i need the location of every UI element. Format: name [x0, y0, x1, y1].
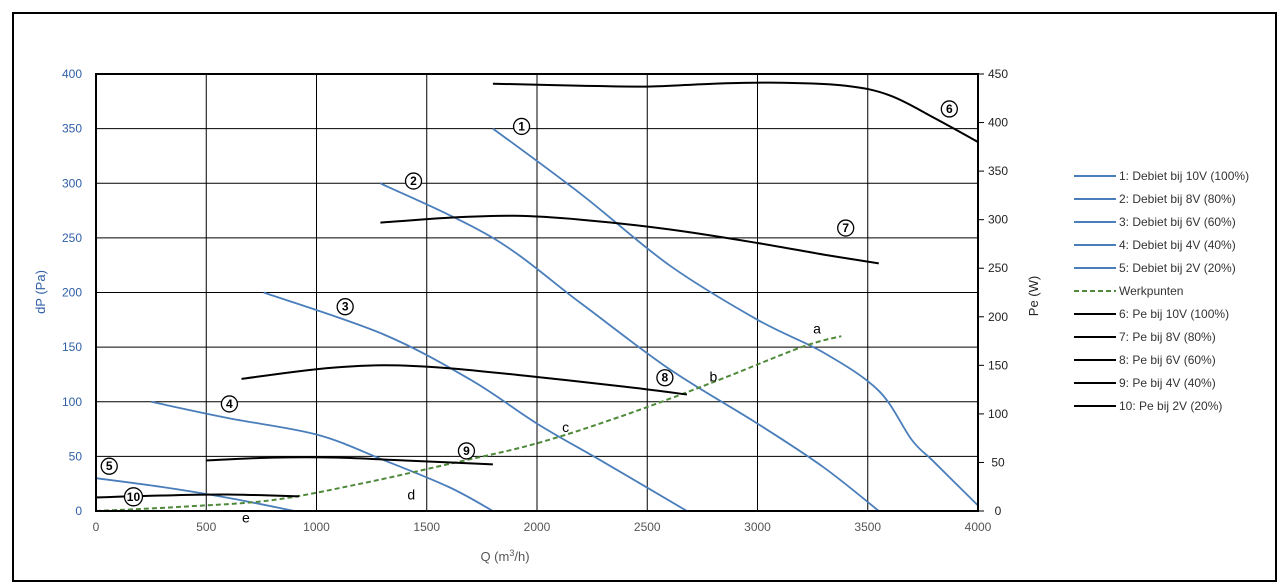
series-layer	[95, 81, 979, 512]
x-tick-label-5: 2500	[634, 520, 661, 534]
legend-label-6: Werkpunten	[1119, 284, 1183, 298]
y2-tick-label-1: 50	[991, 455, 1005, 469]
y2-tick-label-3: 150	[988, 358, 1008, 372]
annotation-circle-4	[220, 395, 239, 413]
x-axis-title-sup: 3	[509, 548, 514, 558]
y-axis-title: dP (Pa)	[33, 270, 48, 314]
y-tick-label-6: 300	[62, 176, 82, 190]
legend-label-9: 8: Pe bij 6V (60%)	[1119, 353, 1216, 367]
annotation-circle-5	[100, 457, 118, 475]
performance-chart: 0 500 1000 1500 2000 2500 3000 3500 400005010015…	[33, 67, 1249, 564]
y2-tick-label-5: 250	[988, 261, 1008, 275]
x-tick-label-1: 500	[196, 520, 216, 534]
annotation-label-8: 8	[662, 371, 669, 385]
annotation-label-10: 10	[127, 490, 141, 504]
y-tick-label-8: 400	[62, 67, 82, 81]
annotation-label-9: 9	[463, 444, 470, 458]
series-line-9	[241, 364, 688, 396]
legend-label-3: 3: Debiet bij 6V (60%)	[1119, 215, 1236, 229]
annotation-label-2: 2	[410, 174, 417, 188]
x-axis-title-main: Q (m	[480, 549, 509, 564]
annotation-label-6: 6	[946, 102, 953, 116]
x-tick-label-8: 4000	[965, 520, 992, 534]
plot-area-border	[95, 73, 979, 512]
grid	[95, 73, 979, 512]
series-line-10	[206, 456, 493, 466]
tick-labels: 0 500 1000 1500 2000 2500 3000 3500 400005010015…	[62, 67, 1008, 534]
series-line-2	[380, 182, 880, 512]
annotation-circle-10	[123, 487, 144, 507]
annotation-label-3: 3	[342, 300, 349, 314]
legend-label-1: 1: Debiet bij 10V (100%)	[1119, 169, 1249, 183]
series-line-7	[492, 81, 979, 143]
point-label-d: d	[407, 487, 415, 503]
series-line-1	[492, 127, 979, 507]
y2-tick-label-9: 450	[988, 67, 1008, 81]
legend-label-8: 7: Pe bij 8V (80%)	[1119, 330, 1216, 344]
y2-tick-label-4: 200	[988, 310, 1008, 324]
y-tick-label-3: 150	[62, 340, 82, 354]
chart-frame: 0 500 1000 1500 2000 2500 3000 3500 4000 0 50 100 15…	[12, 12, 1277, 582]
legend-label-4: 4: Debiet bij 4V (40%)	[1119, 238, 1236, 252]
legend-label-2: 2: Debiet bij 8V (80%)	[1119, 192, 1236, 206]
y-tick-label-5: 250	[62, 231, 82, 245]
legend-label-10: 9: Pe bij 4V (40%)	[1119, 376, 1216, 390]
annotation-circle-6	[940, 100, 958, 118]
x-tick-label-2: 1000	[303, 520, 330, 534]
series-line-3	[263, 291, 688, 512]
y-tick-label-1: 50	[69, 449, 83, 463]
point-label-c: c	[562, 419, 569, 435]
y2-axis-title: Pe (W)	[1026, 276, 1041, 316]
x-tick-label-4: 2000	[524, 520, 551, 534]
x-tick-label-6: 3000	[744, 520, 771, 534]
annotation-label-5: 5	[106, 459, 113, 473]
annotation-circle-3	[336, 298, 354, 316]
legend-label-7: 6: Pe bij 10V (100%)	[1119, 307, 1229, 321]
legend-label-5: 5: Debiet bij 2V (20%)	[1119, 261, 1236, 275]
y-tick-label-7: 350	[62, 122, 82, 136]
series-line-5	[95, 477, 295, 512]
y2-tick-label-8: 400	[988, 116, 1008, 130]
annotation-circle-7	[837, 219, 855, 237]
series-line-8	[380, 214, 879, 265]
y2-tick-label-7: 350	[988, 164, 1008, 178]
annotation-label-1: 1	[518, 119, 525, 133]
y2-tick-label-2: 100	[988, 407, 1008, 421]
x-tick-label-3: 1500	[413, 520, 440, 534]
x-axis-title: Q (m3/h)	[480, 548, 529, 564]
series-line-6	[95, 335, 842, 512]
annotation-label-7: 7	[842, 221, 849, 235]
series-line-4	[150, 400, 494, 512]
x-tick-label-7: 3500	[854, 520, 881, 534]
point-label-a: a	[813, 321, 821, 337]
x-tick-label-0: 0	[93, 520, 100, 534]
y-tick-label-0: 0	[75, 504, 82, 518]
y2-tick-label-0: 0	[995, 504, 1002, 518]
annotation-label-4: 4	[226, 397, 233, 411]
annotation-circle-1	[512, 117, 531, 136]
point-label-b: b	[710, 369, 718, 385]
annotation-circle-8	[656, 369, 674, 387]
y-tick-label-2: 100	[62, 395, 82, 409]
annotations: 1 2 3 4 5 6 7 8 9 10 a b c d e	[100, 100, 958, 526]
legend-label-11: 10: Pe bij 2V (20%)	[1119, 399, 1222, 413]
y-tick-label-4: 200	[62, 286, 82, 300]
annotation-circle-9	[457, 442, 476, 460]
annotation-circle-2	[404, 172, 423, 190]
y2-tick-label-6: 300	[988, 213, 1008, 227]
point-label-e: e	[242, 510, 250, 526]
x-axis-title-tail: /h)	[514, 549, 529, 564]
legend: 1: Debiet bij 10V (100%) 2: Debiet bij 8V…	[1074, 169, 1249, 413]
